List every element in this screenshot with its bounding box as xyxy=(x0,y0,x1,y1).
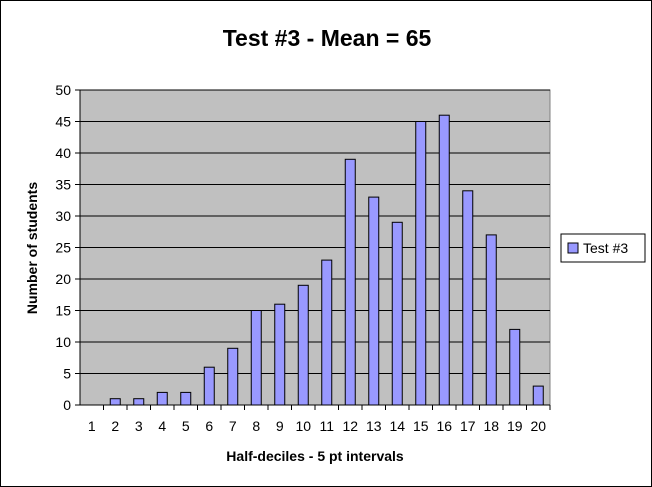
bar xyxy=(344,158,356,406)
y-tick-label: 35 xyxy=(55,177,71,193)
x-tick-label: 19 xyxy=(507,418,523,434)
x-axis-title: Half-deciles - 5 pt intervals xyxy=(226,448,404,464)
bar xyxy=(203,366,215,406)
x-tick-label: 16 xyxy=(436,418,452,434)
bar xyxy=(227,347,239,406)
y-tick-label: 20 xyxy=(55,271,71,287)
y-tick-label: 30 xyxy=(55,208,71,224)
bar xyxy=(509,328,521,406)
x-tick-label: 17 xyxy=(460,418,476,434)
x-tick-label: 7 xyxy=(229,418,237,434)
legend: Test #3 xyxy=(560,233,646,263)
x-tick-label: 8 xyxy=(252,418,260,434)
bar xyxy=(462,190,474,406)
bar xyxy=(415,121,427,406)
y-tick-label: 5 xyxy=(63,366,71,382)
legend-swatch xyxy=(567,242,579,254)
bar xyxy=(109,398,121,406)
x-tick-label: 4 xyxy=(158,418,166,434)
bar xyxy=(274,303,286,406)
x-tick-label: 5 xyxy=(182,418,190,434)
x-tick-label: 3 xyxy=(135,418,143,434)
bar xyxy=(250,310,262,406)
bar xyxy=(133,398,145,406)
bar xyxy=(368,196,380,406)
y-tick-label: 50 xyxy=(55,82,71,98)
bar xyxy=(180,391,192,406)
y-axis-title: Number of students xyxy=(24,182,40,314)
bar xyxy=(321,259,333,406)
x-tick-label: 6 xyxy=(205,418,213,434)
x-tick-label: 1 xyxy=(88,418,96,434)
x-tick-label: 14 xyxy=(389,418,405,434)
x-tick-label: 12 xyxy=(342,418,358,434)
bar xyxy=(438,114,450,406)
legend-label: Test #3 xyxy=(583,240,628,256)
y-tick-label: 40 xyxy=(55,145,71,161)
x-tick-label: 20 xyxy=(530,418,546,434)
bar xyxy=(532,385,544,406)
x-tick-label: 9 xyxy=(276,418,284,434)
y-tick-label: 0 xyxy=(63,397,71,413)
y-tick-label: 10 xyxy=(55,334,71,350)
bar xyxy=(391,221,403,406)
bar xyxy=(297,284,309,406)
x-tick-label: 13 xyxy=(366,418,382,434)
bar xyxy=(156,391,168,406)
y-tick-label: 45 xyxy=(55,114,71,130)
x-tick-label: 11 xyxy=(319,418,334,434)
x-tick-label: 10 xyxy=(295,418,311,434)
bar xyxy=(485,234,497,406)
x-tick-label: 2 xyxy=(111,418,119,434)
x-tick-label: 18 xyxy=(483,418,499,434)
x-tick-label: 15 xyxy=(413,418,429,434)
y-tick-label: 25 xyxy=(55,240,71,256)
y-tick-label: 15 xyxy=(55,303,71,319)
chart-title: Test #3 - Mean = 65 xyxy=(223,25,432,51)
